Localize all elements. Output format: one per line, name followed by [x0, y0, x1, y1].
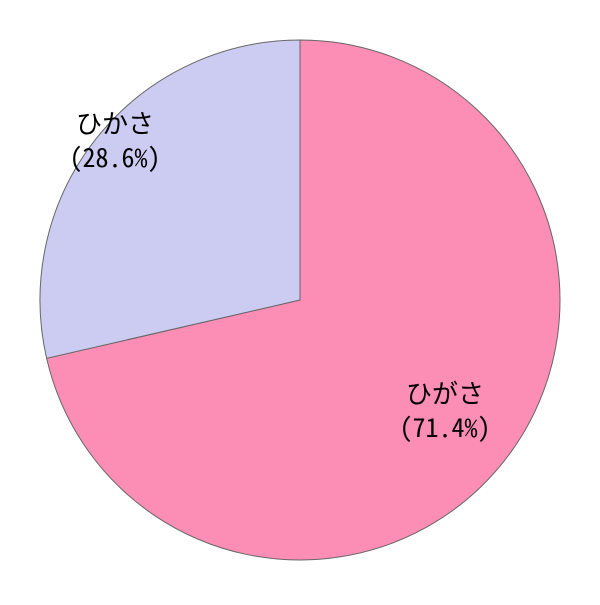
slice-label-line1: ひがさ [400, 376, 491, 410]
slice-label-line2: (28.6%) [70, 140, 161, 174]
slice-label-line1: ひかさ [70, 106, 161, 140]
pie-chart: ひがさ(71.4%) ひかさ(28.6%) [0, 0, 600, 600]
pie-svg [0, 0, 600, 600]
slice-label-line2: (71.4%) [400, 410, 491, 444]
slice-label-1: ひかさ(28.6%) [70, 106, 161, 174]
slice-label-0: ひがさ(71.4%) [400, 376, 491, 444]
